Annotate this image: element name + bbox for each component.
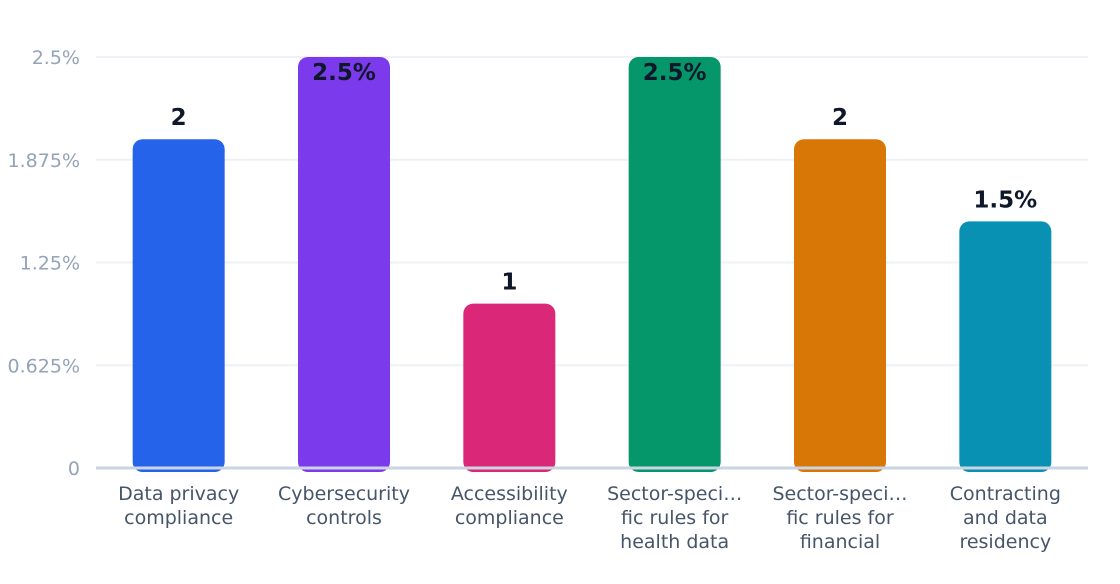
x-category-label: Sector-speci…	[772, 483, 907, 505]
data-label: 1.5%	[973, 187, 1037, 213]
bar	[959, 221, 1052, 472]
y-tick-label: 1.875%	[8, 150, 80, 172]
data-label: 2	[171, 105, 187, 131]
bar	[132, 139, 225, 472]
data-label: 2.5%	[643, 60, 707, 86]
y-tick-label: 0	[68, 458, 80, 480]
x-category-label: Cybersecurity	[278, 483, 410, 505]
bar	[463, 303, 556, 472]
y-tick-label: 2.5%	[32, 47, 80, 69]
x-category-label: and data	[963, 507, 1048, 529]
x-category-label: Sector-speci…	[607, 483, 742, 505]
x-category-label: compliance	[124, 507, 233, 529]
y-tick-label: 0.625%	[8, 355, 80, 377]
y-tick-label: 1.25%	[20, 253, 80, 275]
x-category-label: fic rules for	[621, 507, 729, 529]
x-category-label: Contracting	[950, 483, 1061, 505]
x-category-label: health data	[620, 531, 729, 553]
data-label: 1	[501, 270, 517, 296]
x-category-label: residency	[959, 531, 1051, 553]
x-category-label: Data privacy	[118, 483, 239, 505]
x-category-label: financial	[800, 531, 880, 553]
data-label: 2.5%	[312, 60, 376, 86]
x-category-label: compliance	[455, 507, 564, 529]
data-label: 2	[832, 105, 848, 131]
bar	[628, 57, 721, 472]
bar	[794, 139, 886, 472]
x-category-label: controls	[306, 507, 382, 529]
bar	[298, 57, 390, 472]
x-category-label: Accessibility	[451, 483, 568, 505]
x-category-label: fic rules for	[786, 507, 894, 529]
